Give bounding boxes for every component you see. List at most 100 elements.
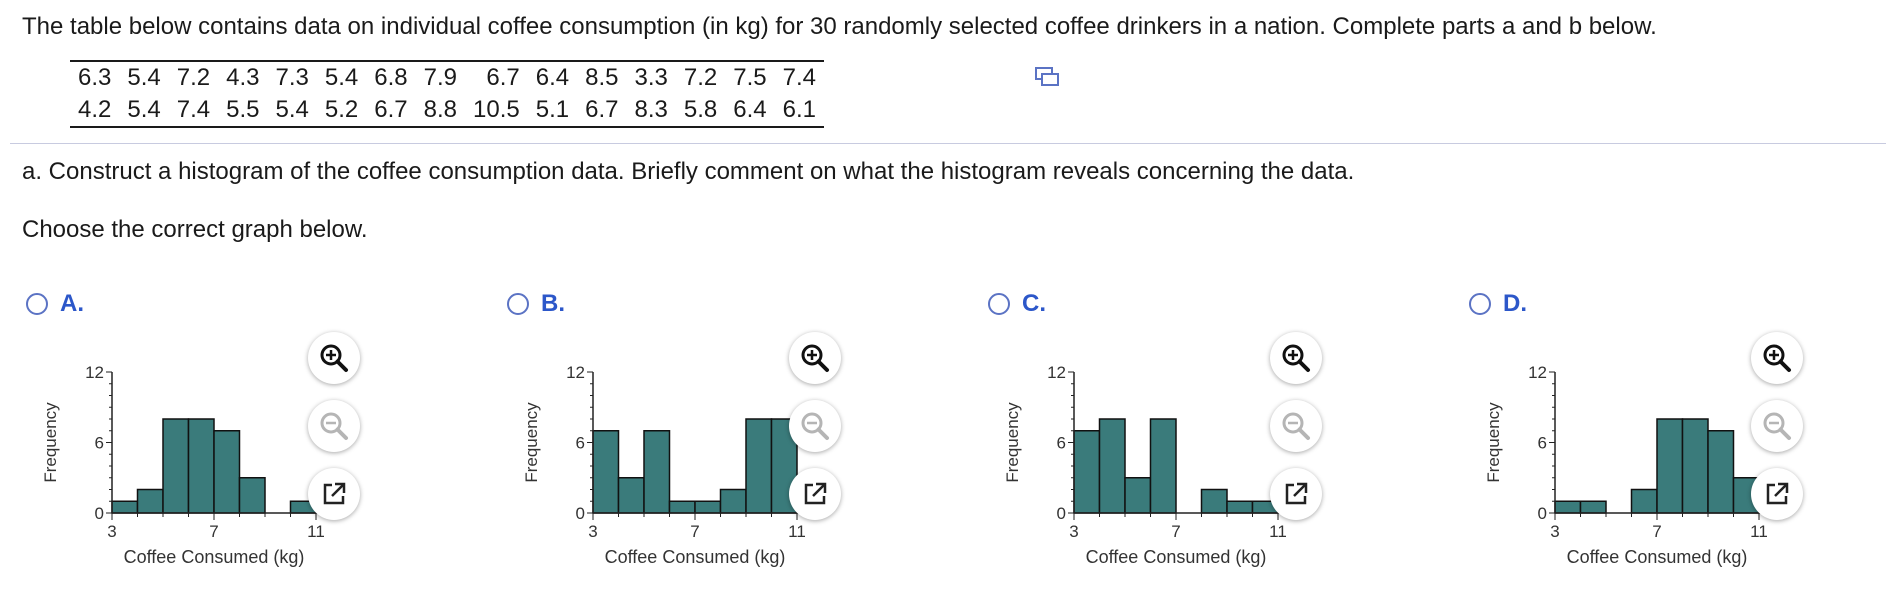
data-cell: 5.1 xyxy=(535,96,570,123)
zoom-in-icon xyxy=(801,344,829,372)
y-tick-label: 12 xyxy=(85,363,104,382)
section-divider xyxy=(10,143,1886,144)
zoom-out-icon xyxy=(801,412,829,440)
zoom-in-button[interactable] xyxy=(1751,332,1803,384)
data-cell: 6.1 xyxy=(782,96,816,123)
data-cell: 8.5 xyxy=(585,64,619,91)
data-cell: 10.5 xyxy=(473,96,520,123)
y-tick-label: 12 xyxy=(1528,363,1547,382)
x-tick-label: 7 xyxy=(1171,522,1180,541)
histogram-bar xyxy=(1149,418,1177,514)
y-axis-label: Frequency xyxy=(522,402,541,483)
x-axis-label: Coffee Consumed (kg) xyxy=(124,547,305,567)
histogram-bar xyxy=(617,477,645,514)
open-new-window-icon xyxy=(1285,482,1308,505)
histogram-bar xyxy=(162,418,190,514)
data-cell: 7.5 xyxy=(733,64,767,91)
question-prompt: The table below contains data on individ… xyxy=(22,13,1657,40)
y-tick-label: 6 xyxy=(1538,434,1547,453)
histogram-bar xyxy=(668,500,696,514)
data-cell: 4.3 xyxy=(226,64,260,91)
histogram-bar xyxy=(1579,500,1607,514)
zoom-out-icon xyxy=(1763,412,1791,440)
copy-data-icon[interactable] xyxy=(1034,65,1060,91)
histogram-bar xyxy=(643,430,671,514)
option-a: A. 0 6 12 3 7 11 Coffee Consumed (kg) Frequency xyxy=(22,288,462,578)
y-tick-label: 6 xyxy=(1057,434,1066,453)
data-cell: 6.8 xyxy=(374,64,408,91)
data-cell: 3.3 xyxy=(634,64,668,91)
data-cell: 5.4 xyxy=(127,64,161,91)
data-cell: 5.4 xyxy=(324,64,359,91)
x-tick-label: 7 xyxy=(690,522,699,541)
zoom-out-icon xyxy=(1282,412,1310,440)
histogram-bar xyxy=(1073,430,1101,514)
x-axis-label: Coffee Consumed (kg) xyxy=(1567,547,1748,567)
zoom-out-button[interactable] xyxy=(308,400,360,452)
data-cell: 7.9 xyxy=(423,64,457,91)
zoom-in-button[interactable] xyxy=(789,332,841,384)
data-cell: 6.4 xyxy=(535,64,570,91)
open-new-window-icon xyxy=(323,482,346,505)
x-tick-label: 11 xyxy=(1750,522,1768,541)
option-label[interactable]: B. xyxy=(541,290,565,317)
open-new-window-button[interactable] xyxy=(789,468,841,520)
option-radio-button[interactable] xyxy=(1469,293,1491,315)
zoom-in-icon xyxy=(1763,344,1791,372)
x-tick-label: 3 xyxy=(1069,522,1078,541)
x-axis-label: Coffee Consumed (kg) xyxy=(1086,547,1267,567)
data-cell: 7.3 xyxy=(275,64,309,91)
option-radio-button[interactable] xyxy=(507,293,529,315)
y-tick-label: 12 xyxy=(566,363,585,382)
data-row: 6.3 5.4 7.2 4.3 7.3 5.4 6.8 7.9 6.7 6.4 8.5 3.3 7.2 7… xyxy=(70,61,824,94)
zoom-out-button[interactable] xyxy=(789,400,841,452)
data-cell: 5.8 xyxy=(683,96,718,123)
x-tick-label: 7 xyxy=(209,522,218,541)
histogram-bar xyxy=(111,500,139,514)
part-a-text: a. Construct a histogram of the coffee c… xyxy=(22,158,1355,185)
data-cell: 5.4 xyxy=(275,96,309,123)
y-tick-label: 0 xyxy=(1538,504,1547,523)
option-label[interactable]: C. xyxy=(1022,290,1046,317)
open-new-window-icon xyxy=(804,482,827,505)
y-tick-label: 12 xyxy=(1047,363,1066,382)
histogram-bar xyxy=(1098,418,1126,514)
zoom-in-icon xyxy=(1282,344,1310,372)
data-cell: 5.4 xyxy=(127,96,161,123)
data-cell: 6.3 xyxy=(78,64,112,91)
data-cell: 8.3 xyxy=(634,96,668,123)
open-new-window-button[interactable] xyxy=(1270,468,1322,520)
instruction-text: Choose the correct graph below. xyxy=(22,216,368,243)
x-tick-label: 7 xyxy=(1652,522,1661,541)
option-label[interactable]: A. xyxy=(60,290,84,317)
x-tick-label: 11 xyxy=(1269,522,1287,541)
option-radio-button[interactable] xyxy=(988,293,1010,315)
data-cell: 4.2 xyxy=(78,96,112,123)
zoom-out-icon xyxy=(320,412,348,440)
y-tick-label: 6 xyxy=(576,434,585,453)
y-tick-label: 0 xyxy=(95,504,104,523)
histogram-bar xyxy=(136,488,164,514)
option-label[interactable]: D. xyxy=(1503,290,1527,317)
data-cell: 7.2 xyxy=(683,64,718,91)
zoom-in-icon xyxy=(320,344,348,372)
data-cell: 7.4 xyxy=(176,96,211,123)
data-cell: 6.4 xyxy=(733,96,767,123)
data-cell: 8.8 xyxy=(423,96,457,123)
data-cell: 6.7 xyxy=(585,96,619,123)
data-cell: 7.2 xyxy=(176,64,211,91)
open-new-window-button[interactable] xyxy=(308,468,360,520)
zoom-in-button[interactable] xyxy=(1270,332,1322,384)
zoom-out-button[interactable] xyxy=(1751,400,1803,452)
option-d: D. 0 6 12 3 7 11 Coffee Consumed (kg) Frequency xyxy=(1465,288,1886,578)
zoom-out-button[interactable] xyxy=(1270,400,1322,452)
open-new-window-button[interactable] xyxy=(1751,468,1803,520)
open-new-window-icon xyxy=(1766,482,1789,505)
histogram-bar xyxy=(1707,430,1735,514)
y-tick-label: 0 xyxy=(576,504,585,523)
option-radio-button[interactable] xyxy=(26,293,48,315)
zoom-in-button[interactable] xyxy=(308,332,360,384)
